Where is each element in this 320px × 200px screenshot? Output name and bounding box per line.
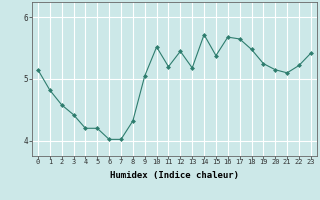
X-axis label: Humidex (Indice chaleur): Humidex (Indice chaleur) xyxy=(110,171,239,180)
